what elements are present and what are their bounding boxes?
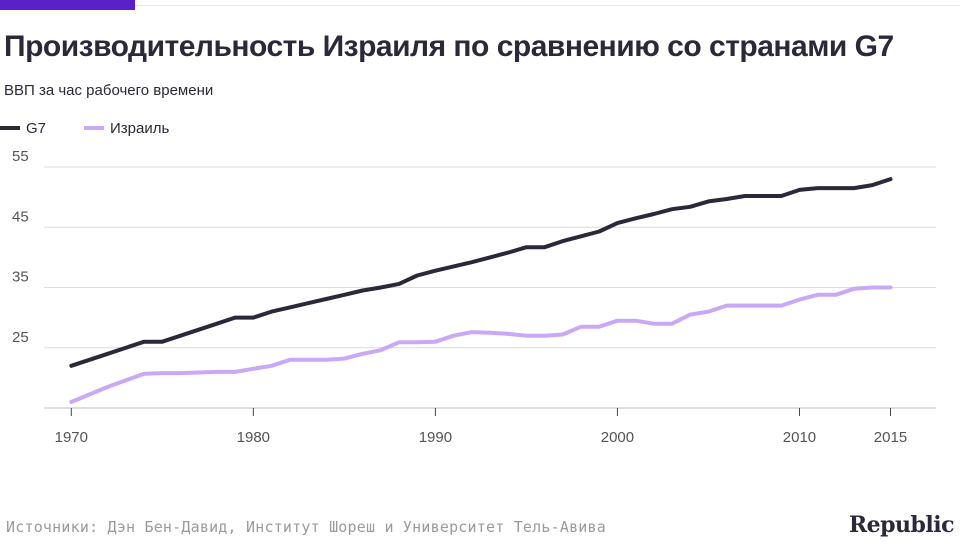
legend-swatch-g7	[0, 126, 20, 130]
x-tick-label: 1970	[55, 429, 88, 446]
x-tick-label: 2015	[874, 429, 907, 446]
top-bar	[0, 0, 960, 10]
x-tick-label: 1980	[237, 429, 270, 446]
y-tick-label: 25	[12, 329, 29, 346]
brand-logo: Republic	[848, 512, 955, 538]
chart-subtitle: ВВП за час рабочего времени	[4, 82, 214, 99]
x-tick-label: 2000	[601, 429, 634, 446]
legend: G7 Израиль	[0, 118, 197, 138]
y-tick-label: 45	[12, 208, 29, 225]
x-tick-label: 2010	[783, 429, 816, 446]
x-tick-label: 1990	[419, 429, 452, 446]
top-rule	[135, 5, 960, 6]
top-accent-bar	[0, 0, 135, 10]
legend-swatch-israel	[84, 126, 105, 130]
y-tick-label: 35	[12, 269, 29, 286]
legend-item-israel: Израиль	[84, 120, 169, 137]
legend-label-israel: Израиль	[110, 119, 170, 137]
line-chart: 25 35 45 55 1970 1980 1990 2000 2010 2015	[12, 150, 936, 446]
legend-label-g7: G7	[26, 119, 47, 137]
y-tick-label: 55	[12, 150, 29, 165]
source-note: Источники: Дэн Бен-Давид, Институт Шореш…	[6, 518, 606, 536]
series-line-g7	[69, 177, 893, 368]
legend-item-g7: G7	[0, 120, 46, 137]
series-line-israel	[69, 285, 893, 404]
chart-title: Производительность Израиля по сравнению …	[4, 30, 894, 63]
